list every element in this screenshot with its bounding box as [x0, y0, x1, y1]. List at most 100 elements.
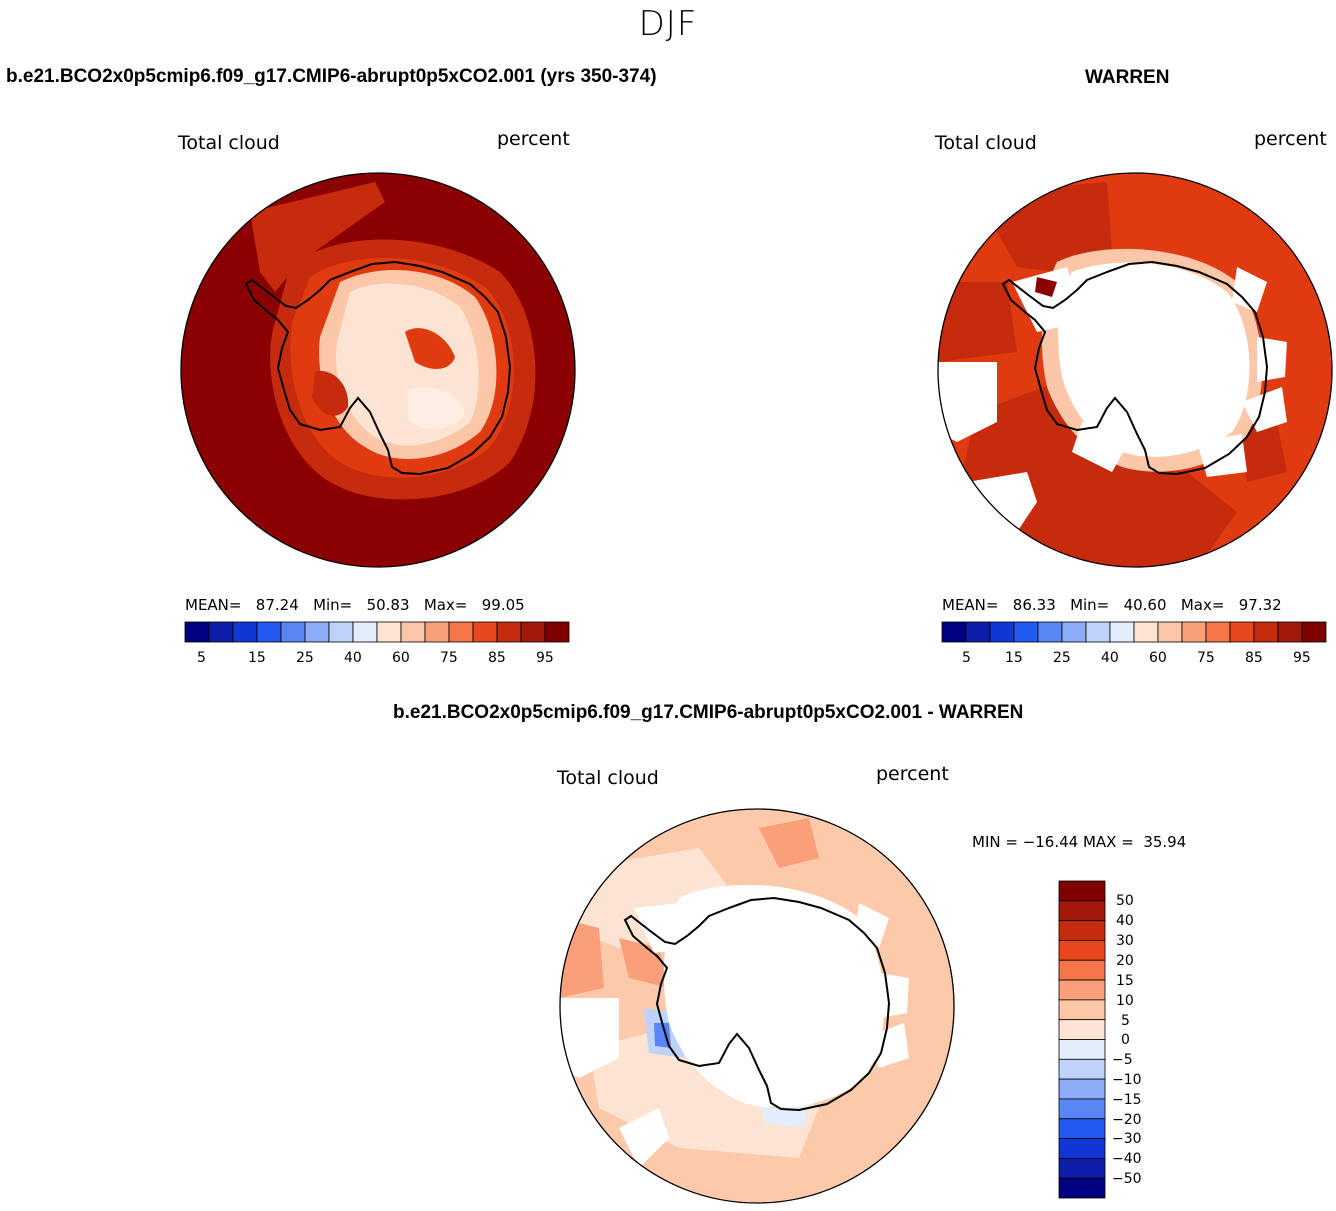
colorbar-swatch [1253, 621, 1279, 643]
panel2-stats: MEAN= 86.33 Min= 40.60 Max= 97.32 [942, 596, 1282, 614]
panel1-variable-label: Total cloud [178, 132, 280, 154]
panel1-polar-map [180, 172, 576, 568]
colorbar-swatch [1058, 1058, 1106, 1080]
colorbar-swatch [1058, 940, 1106, 961]
page-title: DJF [638, 4, 698, 44]
panel3-tick: 15 [1116, 973, 1134, 989]
panel2-tick: 25 [1053, 650, 1071, 666]
panel1-tick: 95 [536, 650, 554, 666]
colorbar-swatch [1058, 1039, 1106, 1060]
colorbar-swatch [1205, 621, 1231, 643]
panel3-tick: −40 [1112, 1151, 1142, 1167]
colorbar-swatch [1181, 621, 1207, 643]
colorbar-swatch [1229, 621, 1255, 643]
panel1-colorbar [184, 621, 570, 643]
colorbar-swatch [1013, 621, 1039, 643]
panel1-colorbar-ticks: 5 15 25 40 60 75 85 95 [185, 650, 569, 670]
colorbar-swatch [1058, 920, 1106, 941]
panel1-antarctica-coastline [244, 260, 512, 476]
colorbar-swatch [520, 621, 546, 643]
panel1-tick: 5 [197, 650, 206, 666]
panel3-tick: −10 [1112, 1072, 1142, 1088]
colorbar-swatch [400, 621, 426, 643]
panel2-antarctica-coastline [1001, 260, 1269, 476]
panel2-units-label: percent [1254, 128, 1327, 150]
colorbar-swatch [496, 621, 522, 643]
panel3-antarctica-coastline [623, 896, 891, 1112]
colorbar-swatch [1133, 621, 1159, 643]
colorbar-swatch [1109, 621, 1135, 643]
colorbar-swatch [1058, 1138, 1106, 1159]
colorbar-swatch [208, 621, 234, 643]
panel2-tick: 60 [1149, 650, 1167, 666]
colorbar-swatch [1058, 1019, 1106, 1040]
panel3-colorbar-ticks: 50 40 30 20 15 10 5 0 −5 −10 −15 −20 −30… [1112, 881, 1176, 1211]
panel1-tick: 75 [440, 650, 458, 666]
panel3-tick: −15 [1112, 1092, 1142, 1108]
colorbar-swatch [1277, 621, 1303, 643]
panel3-tick: 10 [1116, 993, 1134, 1009]
panel2-tick: 75 [1197, 650, 1215, 666]
colorbar-swatch [1058, 1078, 1106, 1100]
colorbar-swatch [1037, 621, 1063, 643]
panel3-polar-map [559, 808, 955, 1204]
colorbar-swatch [1058, 1157, 1106, 1179]
colorbar-swatch [328, 621, 354, 643]
panel3-min-max: MIN = −16.44 MAX = 35.94 [972, 833, 1187, 851]
colorbar-swatch [352, 621, 378, 643]
panel1-title: b.e21.BCO2x0p5cmip6.f09_g17.CMIP6-abrupt… [6, 66, 657, 87]
panel3-tick: 30 [1116, 933, 1134, 949]
panel3-units-label: percent [876, 763, 949, 785]
colorbar-swatch [965, 621, 991, 643]
colorbar-swatch [1058, 979, 1106, 1001]
colorbar-swatch [1058, 900, 1106, 922]
colorbar-swatch [1058, 880, 1106, 902]
panel3-tick: 0 [1121, 1032, 1130, 1048]
panel2-tick: 95 [1293, 650, 1311, 666]
colorbar-swatch [1058, 1177, 1106, 1199]
panel3-tick: −20 [1112, 1112, 1142, 1128]
colorbar-swatch [448, 621, 474, 643]
panel3-tick: 50 [1116, 893, 1134, 909]
colorbar-swatch [472, 621, 498, 643]
colorbar-swatch [1157, 621, 1183, 643]
colorbar-swatch [184, 621, 210, 643]
colorbar-swatch [256, 621, 282, 643]
panel1-tick: 85 [488, 650, 506, 666]
panel2-tick: 40 [1101, 650, 1119, 666]
panel2-tick: 5 [962, 650, 971, 666]
panel1-tick: 60 [392, 650, 410, 666]
colorbar-swatch [232, 621, 258, 643]
panel3-tick: 20 [1116, 953, 1134, 969]
colorbar-swatch [1301, 621, 1327, 643]
panel1-tick: 25 [296, 650, 314, 666]
panel3-title: b.e21.BCO2x0p5cmip6.f09_g17.CMIP6-abrupt… [393, 702, 1024, 723]
panel1-tick: 40 [344, 650, 362, 666]
panel3-colorbar [1058, 880, 1106, 1199]
colorbar-swatch [1058, 959, 1106, 981]
panel3-tick: 40 [1116, 913, 1134, 929]
panel1-units-label: percent [497, 128, 570, 150]
panel2-variable-label: Total cloud [935, 132, 1037, 154]
panel3-tick: 5 [1121, 1013, 1130, 1029]
panel3-tick: −30 [1112, 1131, 1142, 1147]
colorbar-swatch [376, 621, 402, 643]
panel3-variable-label: Total cloud [557, 767, 659, 789]
colorbar-swatch [544, 621, 570, 643]
colorbar-swatch [1058, 1098, 1106, 1120]
colorbar-swatch [280, 621, 306, 643]
panel2-polar-map [937, 172, 1333, 568]
panel1-stats: MEAN= 87.24 Min= 50.83 Max= 99.05 [185, 596, 525, 614]
colorbar-swatch [1085, 621, 1111, 643]
panel2-tick: 15 [1005, 650, 1023, 666]
colorbar-swatch [1058, 1118, 1106, 1139]
panel3-tick: −5 [1112, 1052, 1133, 1068]
colorbar-swatch [941, 621, 967, 643]
panel2-tick: 85 [1245, 650, 1263, 666]
colorbar-swatch [1061, 621, 1087, 643]
panel2-colorbar [941, 621, 1327, 643]
colorbar-swatch [989, 621, 1015, 643]
panel2-colorbar-ticks: 5 15 25 40 60 75 85 95 [942, 650, 1326, 670]
colorbar-swatch [424, 621, 450, 643]
panel3-tick: −50 [1112, 1171, 1142, 1187]
